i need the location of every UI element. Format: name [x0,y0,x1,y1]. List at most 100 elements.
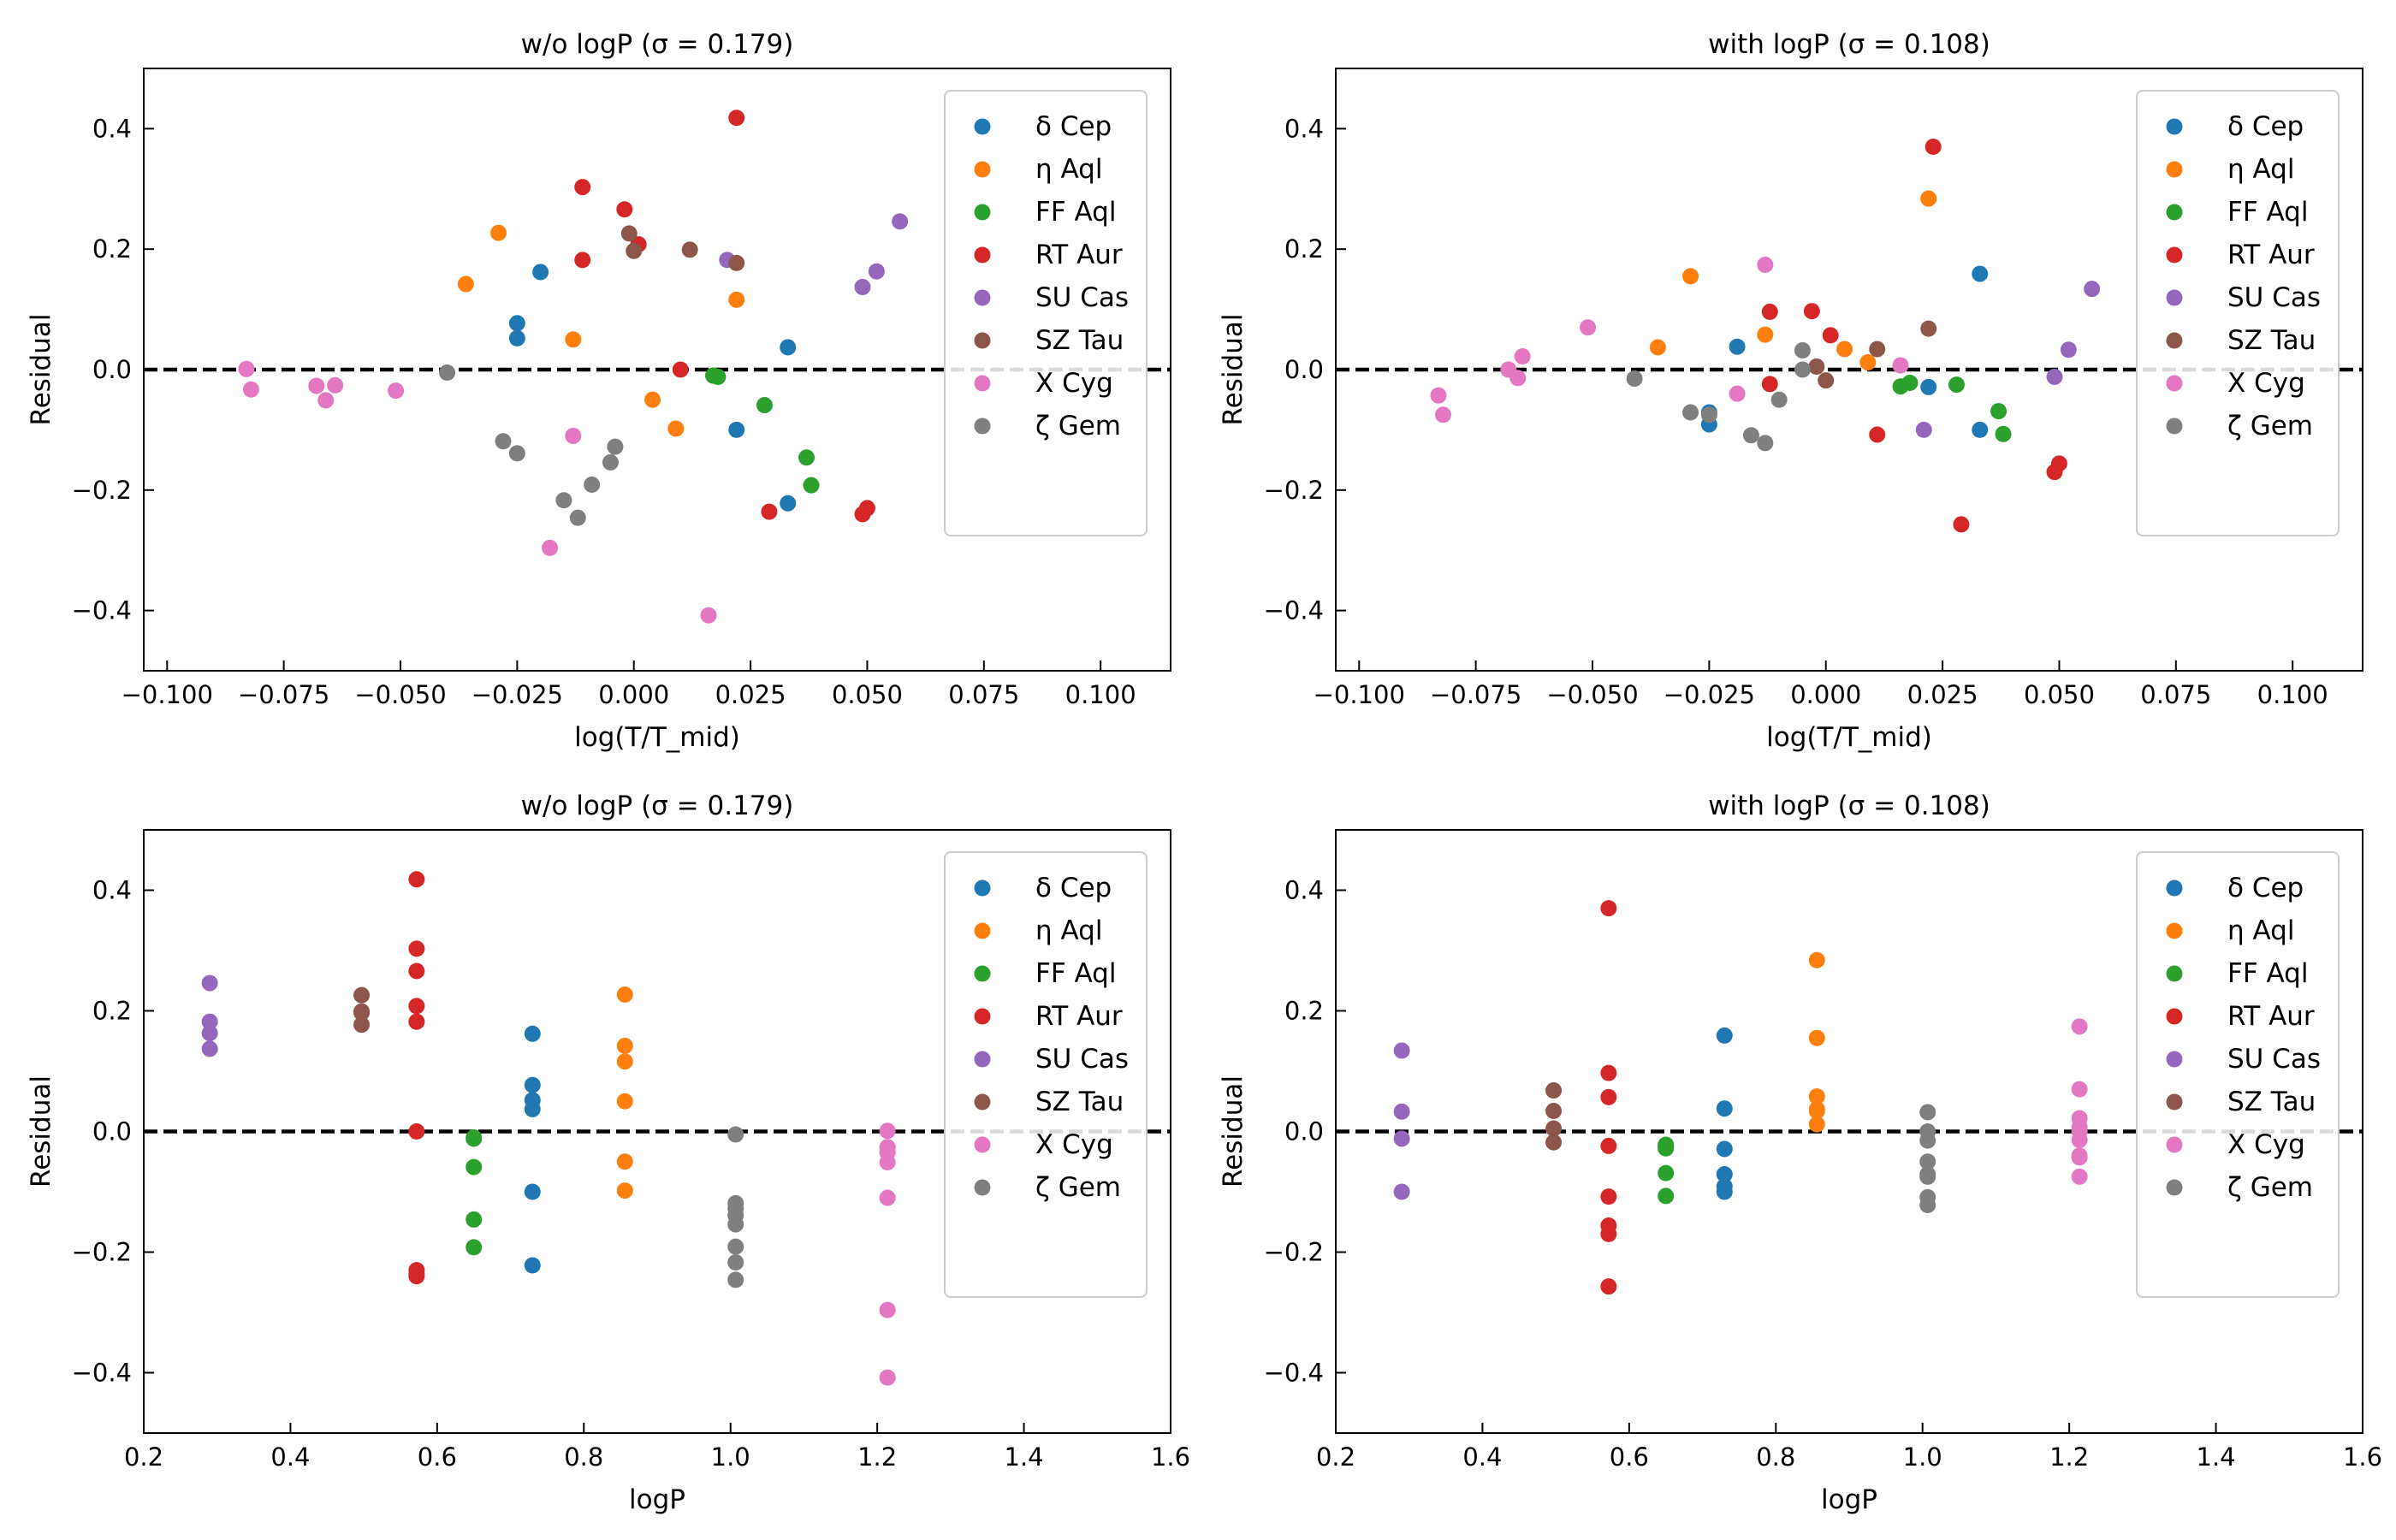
data-point-ζ-Gem [727,1126,744,1143]
data-point-RT-Aur [1600,1088,1617,1105]
x-tick-label: 0.000 [1790,680,1861,709]
data-point-ζ-Gem [727,1253,744,1270]
legend-label: X Cyg [2227,368,2305,399]
x-tick-label: −0.050 [1546,680,1638,709]
data-point-SZ-Tau [1545,1134,1563,1151]
legend-marker [974,332,991,349]
data-point-SU-Cas [201,1025,218,1042]
data-point-RT-Aur [1869,426,1886,443]
data-point-X-Cyg [317,392,335,409]
chart-panel-1: −0.100 −0.075 −0.050 −0.025 0.000 0.025 0.050 0… [26,29,1171,753]
data-point-X-Cyg [242,381,259,398]
data-point-RT-Aur [1600,1225,1617,1242]
data-point-RT-Aur [1600,1278,1617,1295]
x-tick-label: 1.2 [857,1442,897,1472]
data-point-RT-Aur [1925,139,1942,156]
data-point-SU-Cas [2046,368,2063,385]
data-point-X-Cyg [1892,357,1909,374]
chart-title: w/o logP (σ = 0.179) [521,29,794,60]
data-point-RT-Aur [1953,516,1970,533]
x-tick-label: 0.2 [1316,1442,1355,1472]
data-point-η-Aql [1808,1116,1825,1133]
chart-panel-3: 0.2 0.4 0.6 0.8 1.0 1.2 1.4 1.6 −0.4 −0.2 0.0 0.2 0.… [26,791,1190,1515]
data-point-RT-Aur [408,998,425,1015]
x-tick-label: −0.100 [1314,680,1405,709]
data-point-SU-Cas [201,974,218,992]
data-point-RT-Aur [574,179,591,196]
x-tick-label: 0.025 [715,680,786,709]
data-point-ζ-Gem [439,364,456,382]
x-tick-label: 1.0 [711,1442,750,1472]
legend-label: η Aql [1035,915,1102,946]
data-point-δ-Cep [508,315,525,332]
data-point-ζ-Gem [727,1216,744,1233]
legend-box [944,851,1148,1298]
legend-marker [974,965,991,982]
data-point-X-Cyg [327,376,344,394]
x-tick-label: 0.075 [2140,680,2211,709]
y-tick-label: 0.0 [92,1117,132,1146]
data-point-η-Aql [490,224,507,241]
x-tick-label: 0.050 [2024,680,2095,709]
y-tick-label: 0.4 [1284,114,1324,143]
legend-marker [2166,204,2183,221]
legend-label: SU Cas [1035,282,1129,313]
legend-marker [974,204,991,221]
data-point-ζ-Gem [569,509,586,526]
legend-marker [2166,289,2183,306]
legend-marker [974,375,991,392]
legend: δ Cep η Aql FF Aql RT Aur SU Cas SZ Tau X Cyg ζ… [2136,90,2340,536]
legend-marker [2166,1136,2183,1153]
data-point-SU-Cas [1393,1130,1410,1147]
data-point-δ-Cep [524,1076,541,1093]
data-point-SZ-Tau [353,1016,371,1034]
data-point-δ-Cep [524,1183,541,1200]
legend-label: δ Cep [1035,873,1112,903]
y-tick-label: −0.4 [72,596,132,625]
x-tick-label: 0.6 [418,1442,457,1472]
legend-marker [974,246,991,264]
data-point-ζ-Gem [727,1271,744,1288]
data-point-RT-Aur [616,201,633,218]
x-tick-label: 0.4 [270,1442,310,1472]
y-tick-label: −0.4 [72,1359,132,1388]
legend-label: ζ Gem [2227,1172,2313,1203]
legend-label: SU Cas [2227,1044,2321,1075]
data-point-X-Cyg [879,1301,896,1318]
legend-marker [974,1179,991,1196]
data-point-FF-Aql [1990,403,2008,420]
data-point-η-Aql [644,391,661,408]
y-tick-label: −0.4 [1264,596,1324,625]
data-point-SZ-Tau [1545,1103,1563,1120]
data-point-SU-Cas [1393,1042,1410,1059]
data-point-ζ-Gem [1919,1104,1936,1121]
data-point-δ-Cep [780,495,797,512]
x-tick-label: −0.075 [238,680,329,709]
data-point-η-Aql [616,986,633,1003]
data-point-X-Cyg [1729,385,1746,402]
data-point-RT-Aur [408,1013,425,1030]
legend-box [2136,90,2340,536]
data-point-SZ-Tau [1808,358,1825,375]
x-tick-label: −0.050 [354,680,446,709]
data-point-SZ-Tau [728,254,745,271]
data-point-RT-Aur [408,962,425,980]
data-point-X-Cyg [1509,370,1527,387]
data-point-RT-Aur [408,1268,425,1285]
legend-label: RT Aur [1035,1001,1123,1032]
data-point-SZ-Tau [1869,341,1886,358]
x-tick-label: 0.000 [598,680,669,709]
data-point-η-Aql [616,1093,633,1110]
data-point-RT-Aur [1600,900,1617,917]
data-point-η-Aql [1757,326,1774,343]
x-tick-label: 0.025 [1907,680,1978,709]
data-point-SZ-Tau [1818,372,1835,389]
data-point-η-Aql [616,1182,633,1199]
legend-label: η Aql [2227,154,2294,185]
data-point-X-Cyg [1514,348,1531,365]
data-point-X-Cyg [1434,406,1451,424]
legend-marker [2166,375,2183,392]
legend-marker [2166,246,2183,264]
legend-marker [974,880,991,897]
